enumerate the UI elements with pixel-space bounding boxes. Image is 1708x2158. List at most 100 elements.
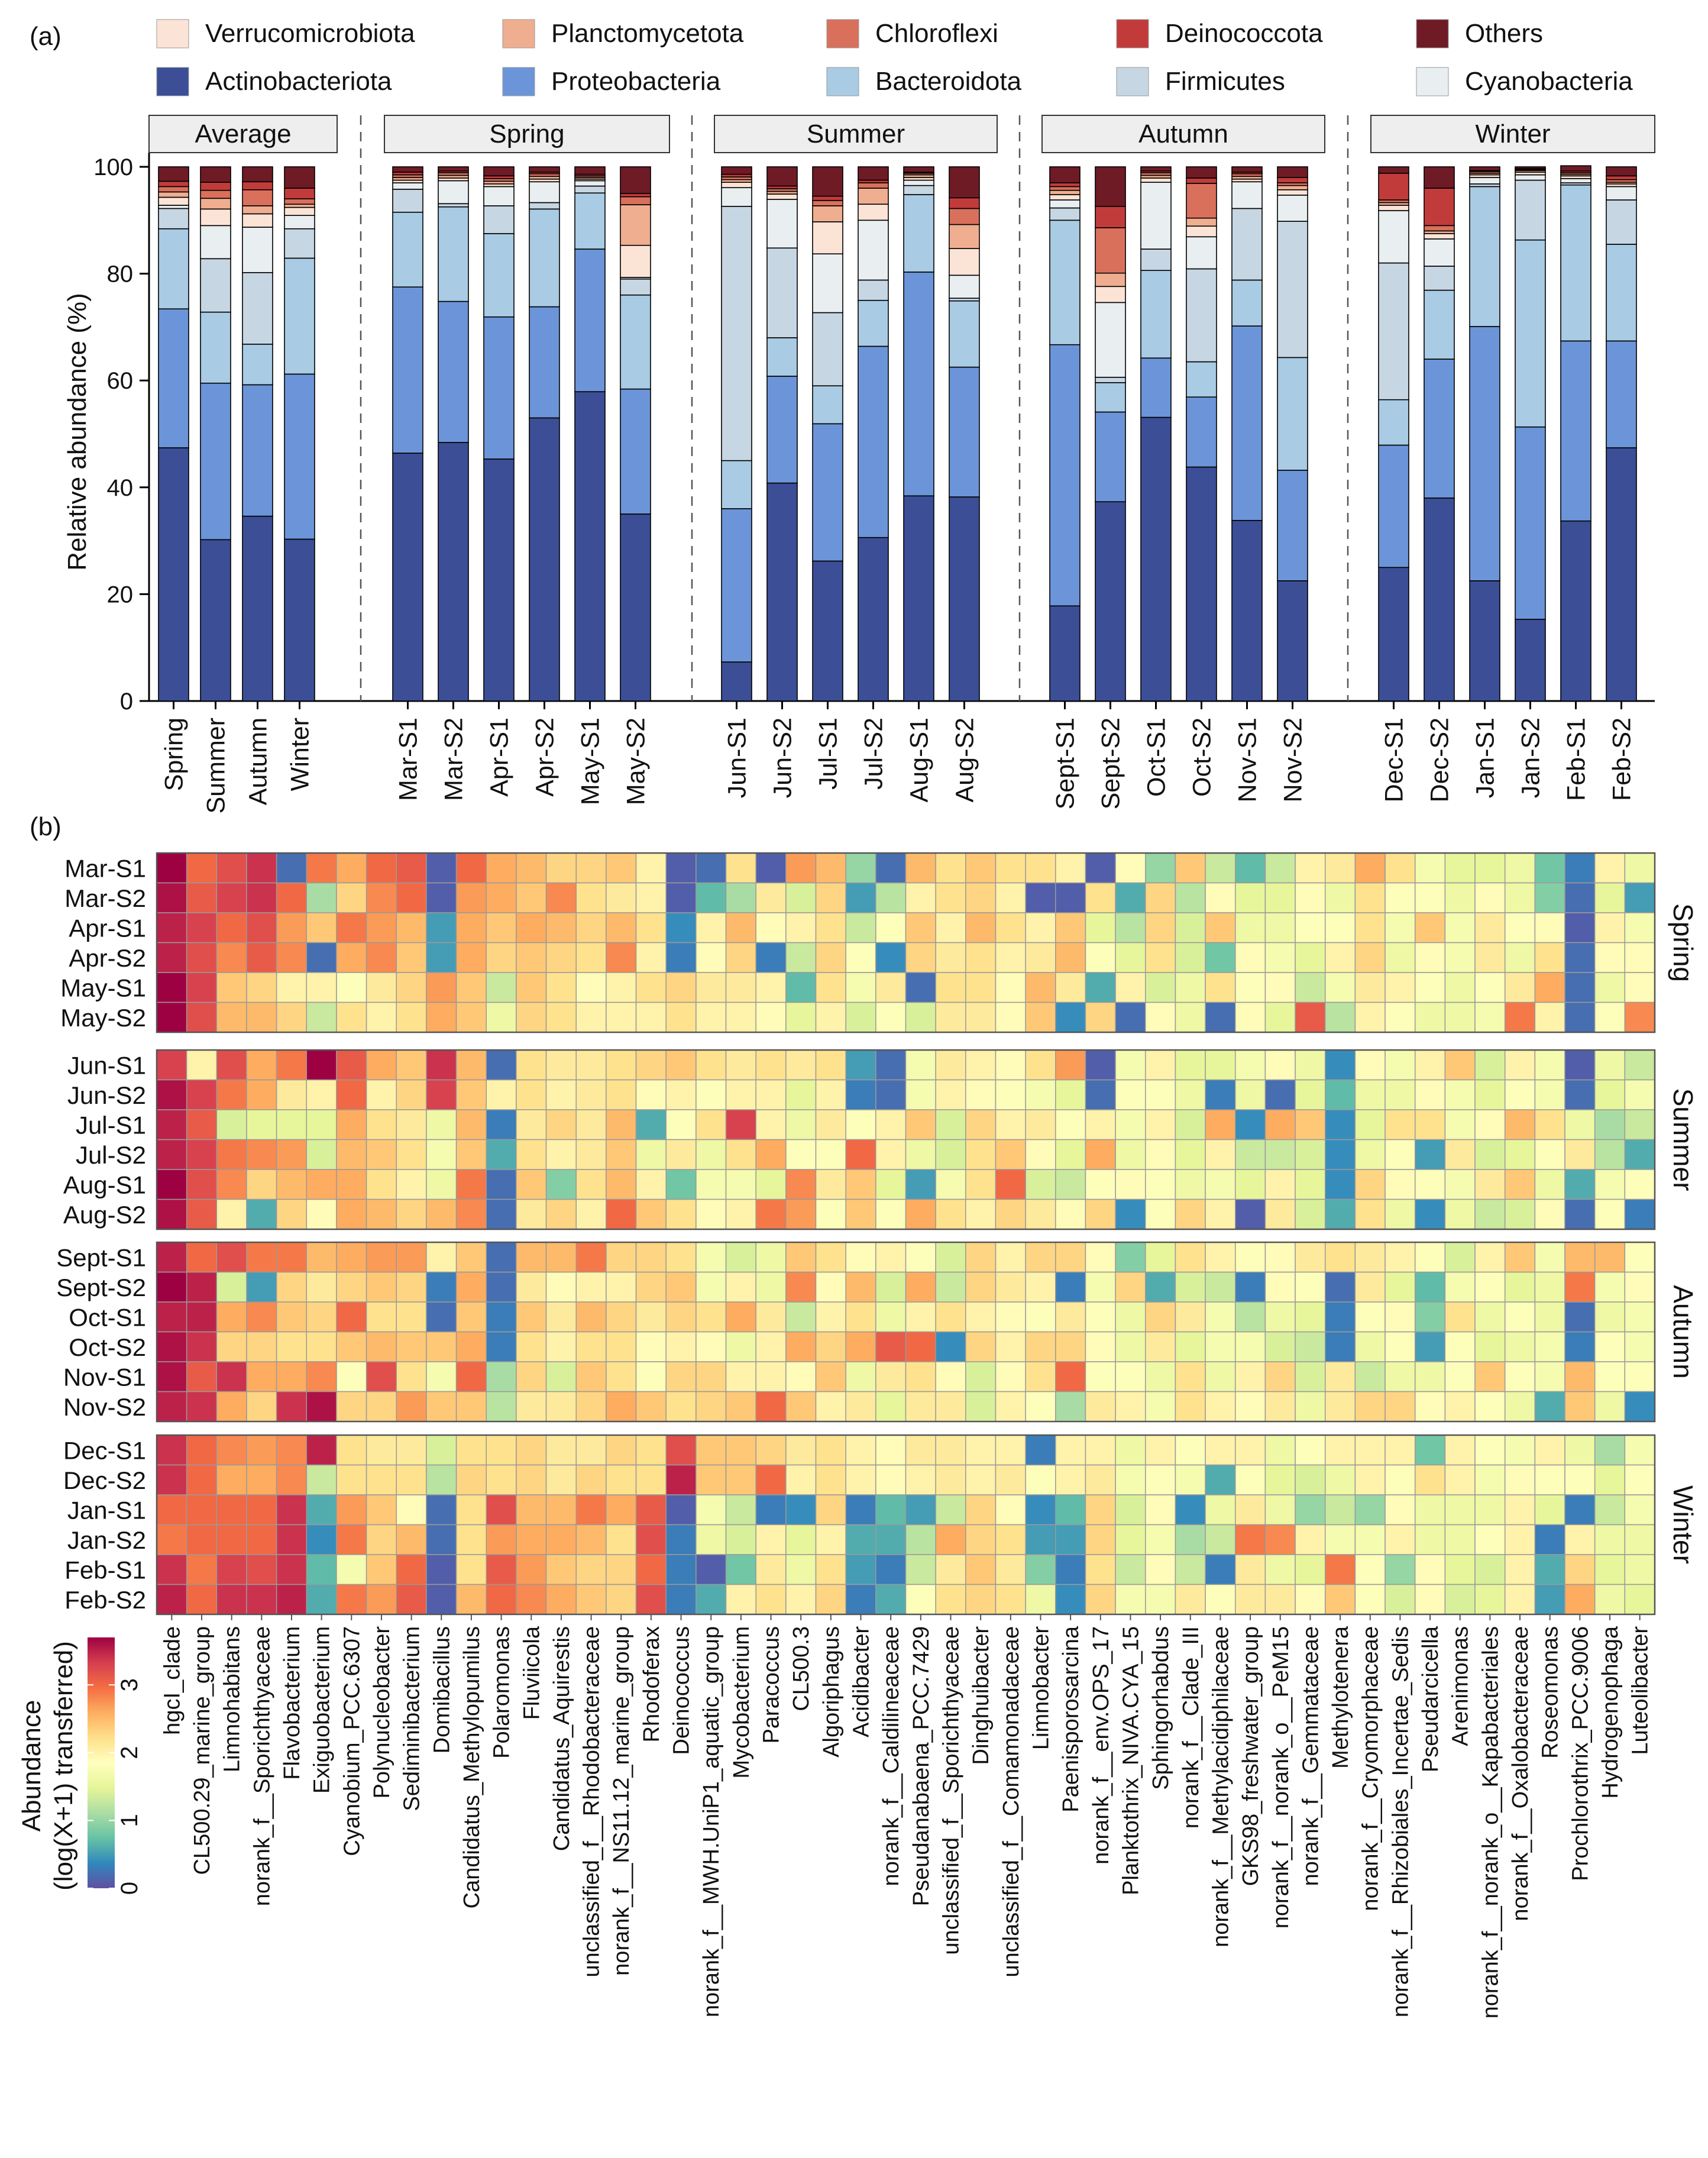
bar-feb-s2 <box>1606 166 1637 702</box>
bar-segment-winter-verrucomicrobiota <box>284 206 315 216</box>
heatmap-cell-aug-s1-38 <box>1295 1169 1326 1200</box>
x-tick-label-winter: Winter <box>286 718 315 791</box>
heatmap-cell-jun-s1-34 <box>1175 1049 1206 1081</box>
heatmap-cell-jul-s2-4 <box>276 1139 308 1170</box>
heatmap-cell-oct-s1-49 <box>1624 1301 1655 1333</box>
heatmap-col-label-norank-f-ns11-12-marine-group: norank_f__NS11.12_marine_group <box>609 1626 634 1976</box>
heatmap-cell-may-s2-5 <box>306 1002 337 1033</box>
heatmap-cell-may-s1-27 <box>965 972 997 1003</box>
heatmap-cell-apr-s2-1 <box>186 942 218 973</box>
bar-may-s1 <box>574 166 606 702</box>
heatmap-cell-dec-s1-49 <box>1624 1435 1655 1466</box>
heatmap-cell-may-s2-27 <box>965 1002 997 1033</box>
heatmap-cell-jan-s2-46 <box>1534 1524 1565 1555</box>
heatmap-cell-feb-s2-26 <box>935 1584 966 1615</box>
heatmap-cell-nov-s1-22 <box>815 1361 846 1393</box>
bar-segment-nov-s1-firmicutes <box>1231 208 1263 281</box>
heatmap-cell-jul-s1-6 <box>336 1109 367 1141</box>
heatmap-cell-mar-s2-1 <box>186 882 218 913</box>
heatmap-cell-dec-s1-6 <box>336 1435 367 1466</box>
heatmap-row-label-sept-s1: Sept-S1 <box>56 1243 146 1271</box>
bar-autumn <box>242 166 273 702</box>
heatmap-cell-oct-s2-23 <box>845 1331 876 1362</box>
heatmap-cell-sept-s2-7 <box>365 1271 397 1303</box>
heatmap-col-label-domibacillus: Domibacillus <box>429 1626 454 1753</box>
legend-label-planctomycetota: Planctomycetota <box>551 19 744 48</box>
heatmap-cell-oct-s2-16 <box>635 1331 667 1362</box>
heatmap-cell-sept-s2-47 <box>1564 1271 1596 1303</box>
bar-segment-aug-s2-chloroflexi <box>949 208 980 225</box>
heatmap-cell-dec-s2-27 <box>965 1464 997 1495</box>
heatmap-cell-aug-s2-3 <box>246 1198 277 1230</box>
heatmap-cell-jul-s1-48 <box>1594 1109 1626 1141</box>
heatmap-cell-feb-s2-22 <box>815 1584 846 1615</box>
bar-segment-oct-s2-proteobacteria <box>1186 396 1217 468</box>
heatmap-cell-may-s2-22 <box>815 1002 846 1033</box>
heatmap-cell-jun-s2-4 <box>276 1079 308 1110</box>
bar-segment-jun-s2-verrucomicrobiota <box>766 193 798 200</box>
heatmap-cell-feb-s1-20 <box>755 1554 787 1585</box>
heatmap-cell-jul-s1-10 <box>455 1109 487 1141</box>
heatmap-col-label-cl500-3: CL500.3 <box>789 1626 814 1711</box>
heatmap-cell-jan-s2-22 <box>815 1524 846 1555</box>
bar-segment-dec-s1-verrucomicrobiota <box>1378 205 1409 211</box>
heatmap-cell-feb-s2-33 <box>1145 1584 1176 1615</box>
heatmap-cell-dec-s1-13 <box>545 1435 577 1466</box>
heatmap-cell-jul-s1-47 <box>1564 1109 1596 1141</box>
heatmap-cell-dec-s2-0 <box>156 1464 187 1495</box>
heatmap-cell-aug-s1-44 <box>1474 1169 1506 1200</box>
heatmap-cell-jul-s2-29 <box>1025 1139 1056 1170</box>
heatmap-cell-nov-s2-38 <box>1295 1391 1326 1422</box>
heatmap-cell-jul-s2-45 <box>1504 1139 1536 1170</box>
heatmap-cell-jan-s1-18 <box>696 1494 727 1526</box>
heatmap-cell-jun-s1-33 <box>1145 1049 1176 1081</box>
bar-segment-oct-s2-actinobacteriota <box>1186 466 1217 702</box>
bar-segment-feb-s1-others <box>1560 165 1591 172</box>
heatmap-col-label-unclassified-f-comamonadaceae: unclassified_f__Comamonadaceae <box>999 1626 1024 1978</box>
heatmap-cell-aug-s1-22 <box>815 1169 846 1200</box>
bar-sept-s2 <box>1095 166 1126 702</box>
bar-segment-sept-s2-proteobacteria <box>1095 411 1126 502</box>
heatmap-cell-apr-s1-42 <box>1414 912 1446 944</box>
heatmap-cell-jan-s2-1 <box>186 1524 218 1555</box>
heatmap-cell-sept-s1-4 <box>276 1242 308 1273</box>
heatmap-cell-jul-s2-17 <box>665 1139 697 1170</box>
heatmap-cell-nov-s1-14 <box>575 1361 607 1393</box>
heatmap-cell-jul-s1-43 <box>1444 1109 1476 1141</box>
heatmap-cell-apr-s2-3 <box>246 942 277 973</box>
heatmap-row-label-jun-s1: Jun-S1 <box>67 1051 146 1079</box>
heatmap-cell-dec-s1-38 <box>1295 1435 1326 1466</box>
heatmap-cell-nov-s2-39 <box>1324 1391 1356 1422</box>
heatmap-cell-jul-s1-28 <box>995 1109 1026 1141</box>
heatmap-cell-oct-s1-33 <box>1145 1301 1176 1333</box>
heatmap-cell-mar-s2-27 <box>965 882 997 913</box>
bar-segment-aug-s2-cyanobacteria <box>949 274 980 299</box>
heatmap-cell-aug-s1-10 <box>455 1169 487 1200</box>
heatmap-cell-jun-s2-8 <box>396 1079 427 1110</box>
heatmap-cell-jul-s2-33 <box>1145 1139 1176 1170</box>
heatmap-col-label-candidatus-aquirestis: Candidatus_Aquirestis <box>549 1626 574 1851</box>
heatmap-cell-oct-s1-29 <box>1025 1301 1056 1333</box>
bar-segment-aug-s2-deinococcota <box>949 197 980 209</box>
heatmap-cell-feb-s1-0 <box>156 1554 187 1585</box>
heatmap-cell-apr-s1-10 <box>455 912 487 944</box>
heatmap-cell-jan-s2-31 <box>1085 1524 1116 1555</box>
heatmap-cell-oct-s2-19 <box>725 1331 756 1362</box>
heatmap-cell-jan-s2-30 <box>1055 1524 1086 1555</box>
heatmap-cell-mar-s2-26 <box>935 882 966 913</box>
bar-segment-summer-planctomycetota <box>200 198 231 210</box>
bar-segment-aug-s2-proteobacteria <box>949 366 980 497</box>
heatmap-cell-oct-s1-48 <box>1594 1301 1626 1333</box>
heatmap-cell-may-s2-26 <box>935 1002 966 1033</box>
legend-swatch-proteobacteria <box>502 67 535 96</box>
heatmap-cell-apr-s1-20 <box>755 912 787 944</box>
heatmap-cell-jul-s2-10 <box>455 1139 487 1170</box>
heatmap-cell-oct-s2-13 <box>545 1331 577 1362</box>
heatmap-cell-sept-s1-43 <box>1444 1242 1476 1273</box>
heatmap-cell-apr-s2-17 <box>665 942 697 973</box>
heatmap-cell-feb-s2-29 <box>1025 1584 1056 1615</box>
heatmap-cell-may-s1-26 <box>935 972 966 1003</box>
bar-segment-aug-s2-verrucomicrobiota <box>949 248 980 276</box>
heatmap-cell-jun-s2-28 <box>995 1079 1026 1110</box>
bar-segment-may-s2-actinobacteriota <box>620 513 651 702</box>
